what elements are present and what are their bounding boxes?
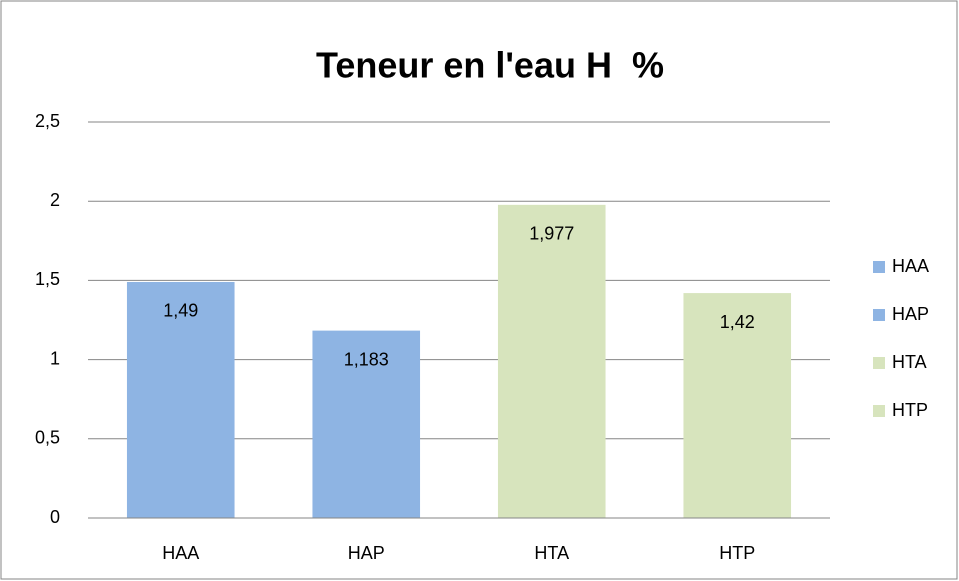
data-label: 1,183 <box>344 349 389 369</box>
bar <box>683 293 792 518</box>
x-tick-label: HAP <box>348 543 385 563</box>
bar <box>312 330 421 518</box>
y-tick-label: 0,5 <box>35 428 60 448</box>
y-tick-label: 2 <box>50 190 60 210</box>
legend-swatch <box>873 405 885 417</box>
legend-swatch <box>873 261 885 273</box>
y-tick-label: 2,5 <box>35 111 60 131</box>
x-tick-label: HTP <box>719 543 755 563</box>
x-tick-label: HTA <box>534 543 569 563</box>
legend-swatch <box>873 357 885 369</box>
bar <box>126 281 235 518</box>
y-tick-label: 1,5 <box>35 269 60 289</box>
y-tick-label: 0 <box>50 507 60 527</box>
legend-label: HAP <box>892 304 929 324</box>
legend-label: HTA <box>892 352 927 372</box>
legend-label: HTP <box>892 400 928 420</box>
chart-title: Teneur en l'eau H % <box>316 45 664 86</box>
y-tick-label: 1 <box>50 348 60 368</box>
legend-swatch <box>873 309 885 321</box>
data-label: 1,42 <box>720 312 755 332</box>
legend-label: HAA <box>892 256 929 276</box>
x-tick-label: HAA <box>162 543 199 563</box>
bar <box>497 204 606 518</box>
data-label: 1,49 <box>163 301 198 321</box>
data-label: 1,977 <box>529 224 574 244</box>
